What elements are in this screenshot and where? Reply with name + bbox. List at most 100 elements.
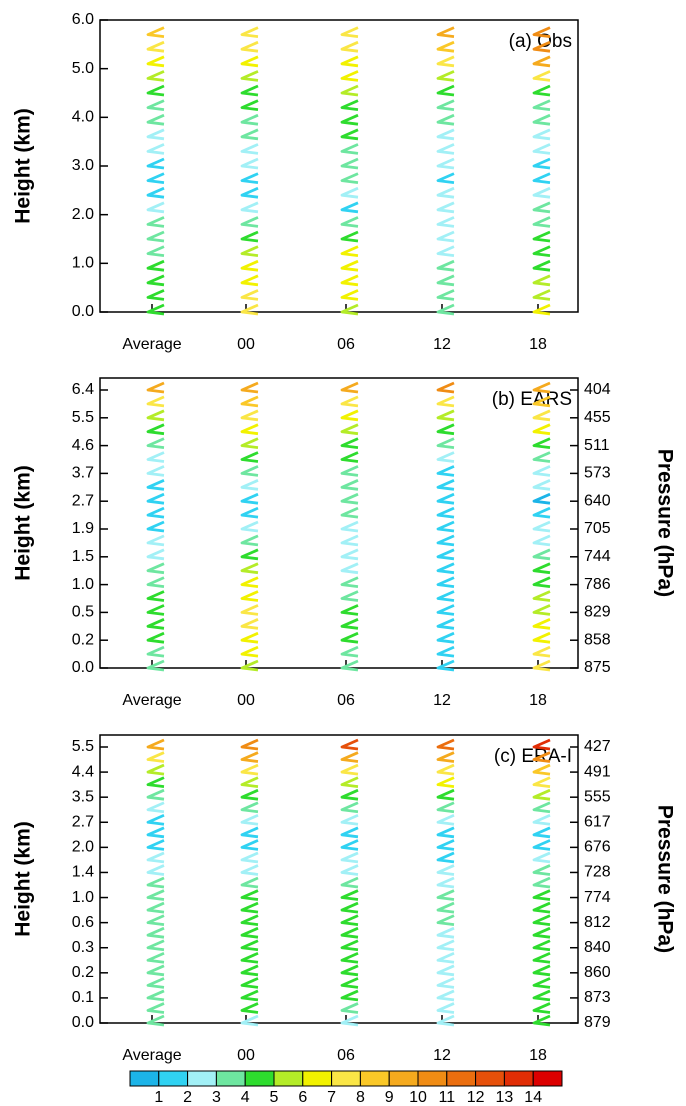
- wind-barb: [146, 631, 165, 644]
- wind-barb: [146, 1002, 165, 1014]
- wind-barb: [532, 939, 551, 952]
- wind-barb: [340, 964, 359, 977]
- wind-barb: [340, 914, 359, 927]
- wind-barb: [436, 70, 455, 82]
- wind-barb: [240, 128, 259, 141]
- wind-barb: [436, 506, 455, 519]
- wind-barb: [532, 289, 551, 301]
- wind-barb: [340, 172, 359, 184]
- wind-barb: [240, 274, 259, 287]
- wind-barb: [436, 876, 455, 889]
- wind-barb: [340, 631, 359, 644]
- wind-barb: [240, 113, 259, 126]
- wind-barb: [240, 143, 259, 155]
- x-tick-label: 18: [529, 692, 547, 709]
- wind-barb: [532, 964, 551, 977]
- wind-barb: [340, 437, 359, 449]
- wind-barb: [340, 851, 359, 864]
- wind-barb: [532, 84, 551, 97]
- wind-barb: [436, 113, 455, 126]
- x-tick-label: Average: [122, 336, 181, 353]
- wind-barb: [532, 437, 551, 449]
- wind-barb: [240, 738, 259, 751]
- y2-axis-title: Pressure (hPa): [653, 449, 676, 597]
- wind-barb: [436, 534, 455, 547]
- y2-tick-label: 873: [584, 989, 611, 1006]
- x-tick-label: 12: [433, 692, 451, 709]
- wind-barb: [146, 245, 165, 257]
- y2-tick-label: 640: [584, 492, 611, 509]
- wind-barb: [532, 70, 551, 82]
- panel-title: (b) EARS: [492, 389, 572, 410]
- wind-barb: [240, 889, 259, 901]
- x-tick-label: 18: [529, 1047, 547, 1064]
- wind-barb: [146, 423, 165, 436]
- wind-barb: [436, 26, 455, 38]
- y2-tick-label: 744: [584, 548, 611, 565]
- wind-barb: [340, 1014, 359, 1027]
- wind-barb: [340, 989, 359, 1002]
- wind-barb: [340, 230, 359, 243]
- wind-barb: [240, 534, 259, 547]
- wind-barb: [340, 659, 359, 672]
- wind-barb: [436, 839, 455, 851]
- wind-barb: [146, 926, 165, 939]
- wind-barb: [532, 738, 551, 751]
- wind-barb: [532, 604, 551, 616]
- wind-barb: [146, 113, 165, 126]
- wind-barb: [240, 492, 259, 505]
- wind-barb: [532, 788, 551, 801]
- x-tick-label: 00: [237, 336, 255, 353]
- wind-barb: [240, 618, 259, 630]
- wind-barb: [240, 548, 259, 561]
- wind-barb: [146, 216, 165, 228]
- wind-barb: [240, 259, 259, 272]
- y2-tick-label: 705: [584, 520, 611, 537]
- wind-barb: [532, 631, 551, 644]
- wind-barb: [240, 99, 259, 111]
- wind-barb: [532, 801, 551, 814]
- colorbar-box: [503, 1070, 534, 1087]
- y2-tick-label: 555: [584, 788, 611, 805]
- wind-barb: [532, 303, 551, 316]
- y2-tick-label: 573: [584, 465, 611, 482]
- y2-tick-label: 840: [584, 939, 611, 956]
- wind-barb: [340, 423, 359, 436]
- y-tick-label: 5.5: [72, 409, 94, 426]
- colorbar-label: 12: [467, 1089, 485, 1106]
- wind-barb: [146, 534, 165, 547]
- wind-barb: [532, 186, 551, 199]
- wind-barb: [532, 1002, 551, 1014]
- y2-tick-label: 829: [584, 604, 611, 621]
- wind-barb: [240, 989, 259, 1002]
- x-tick-label: Average: [122, 692, 181, 709]
- wind-barb: [240, 40, 259, 53]
- wind-barb: [240, 506, 259, 519]
- wind-barb: [532, 381, 551, 394]
- wind-barb: [532, 548, 551, 561]
- wind-barb: [240, 776, 259, 789]
- colorbar-label: 13: [496, 1089, 514, 1106]
- x-tick-label: 12: [433, 336, 451, 353]
- wind-barb: [340, 788, 359, 801]
- y-tick-label: 0.0: [72, 659, 94, 676]
- wind-barb: [436, 864, 455, 876]
- wind-barb: [340, 55, 359, 68]
- wind-barb: [240, 1002, 259, 1014]
- colorbar-box: [187, 1070, 217, 1087]
- y-tick-label: 4.0: [72, 109, 94, 126]
- y2-tick-label: 858: [584, 631, 611, 648]
- wind-barb: [436, 889, 455, 901]
- panel-title: (a) Obs: [509, 31, 572, 52]
- wind-barb: [436, 437, 455, 449]
- wind-barb: [340, 590, 359, 602]
- wind-barb: [436, 618, 455, 630]
- wind-barb: [436, 851, 455, 864]
- wind-barb: [532, 1014, 551, 1027]
- wind-barb: [240, 964, 259, 977]
- wind-barb: [340, 901, 359, 914]
- colorbar-label: 2: [183, 1089, 192, 1106]
- wind-barb: [146, 1014, 165, 1027]
- wind-barb: [340, 259, 359, 272]
